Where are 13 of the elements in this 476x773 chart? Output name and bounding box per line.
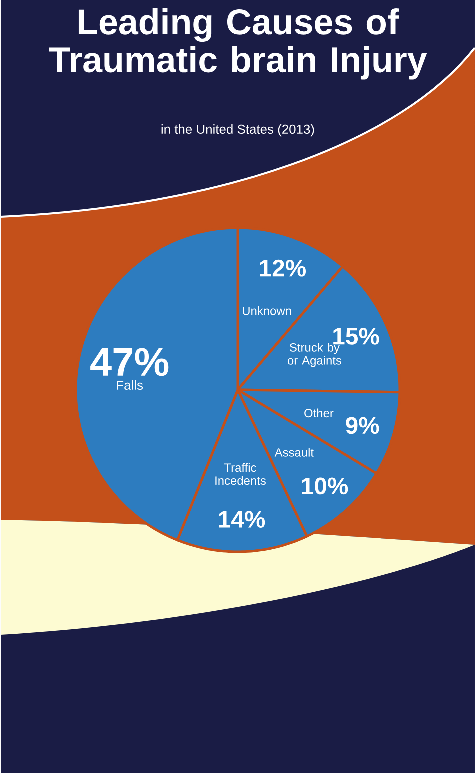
data-label: 12% [260,260,306,277]
slice-label: Other [304,408,334,418]
data-label: 47% [90,348,169,376]
slice-label: Falls [117,380,144,390]
chart-title: Leading Causes of Traumatic brain Injury [49,8,428,80]
slice-label: Traffic Incedents [216,463,266,486]
slice-label: Assault [274,448,314,457]
data-label: 9% [346,417,380,434]
data-label: 15% [334,328,380,345]
data-label: 10% [302,478,348,495]
slice-label: Unknown [243,306,292,316]
chart-subtitle: in the United States (2013) [162,124,314,137]
data-label: 14% [219,511,266,528]
